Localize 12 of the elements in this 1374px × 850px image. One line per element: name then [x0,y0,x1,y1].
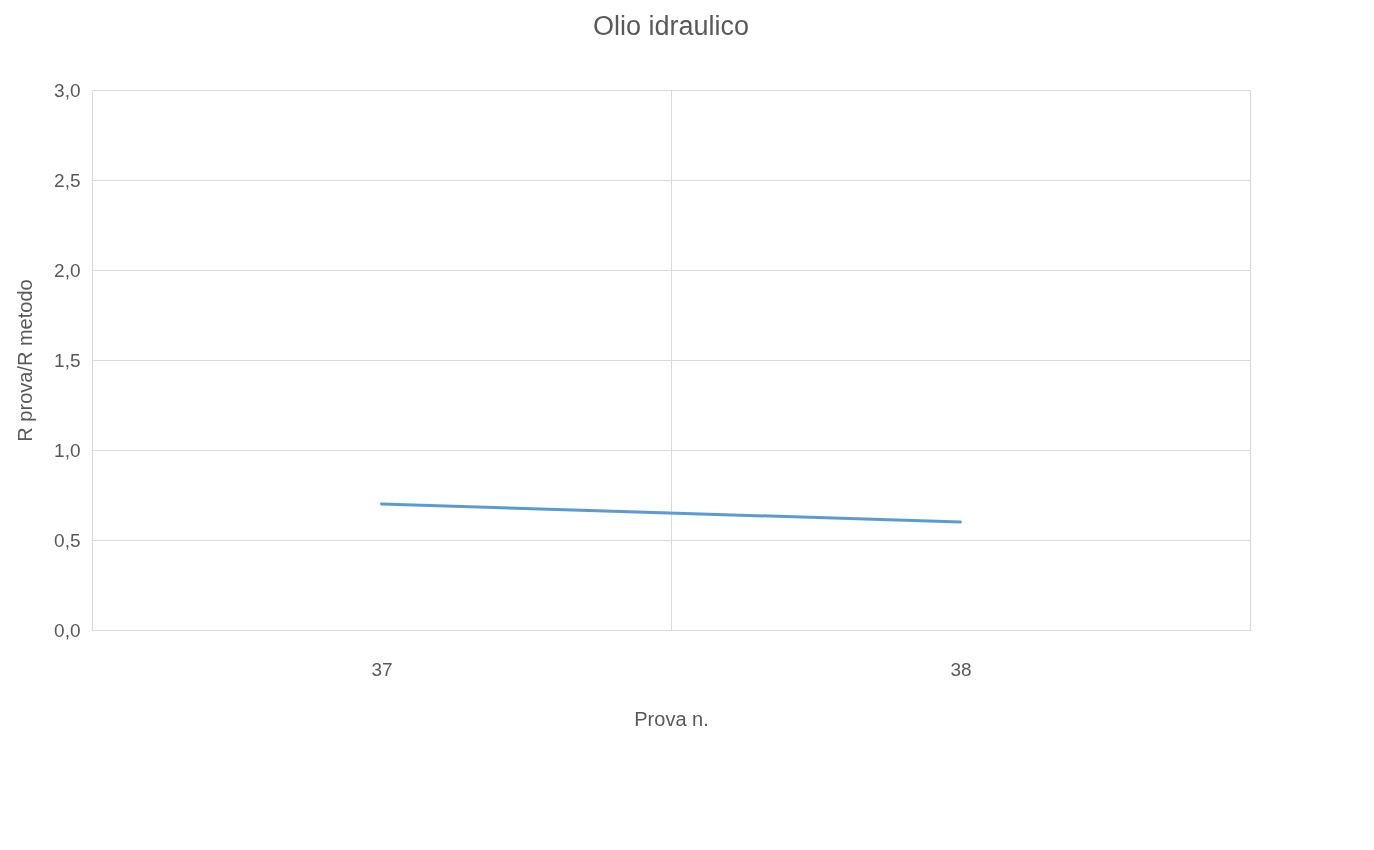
y-axis-title: R prova/R metodo [14,279,37,442]
y-tick-label: 0,0 [54,619,81,641]
y-tick-label: 0,5 [54,529,81,551]
x-tick-label: 37 [371,658,393,680]
y-tick-label: 2,0 [54,259,81,281]
chart-title: Olio idraulico [592,11,750,41]
y-tick-label: 1,0 [54,439,81,461]
y-tick-label: 2,5 [54,169,81,191]
y-tick-label: 3,0 [54,79,81,101]
x-tick-label: 38 [950,658,972,680]
y-tick-label: 1,5 [54,349,81,371]
x-axis-title: Prova n. [634,707,709,730]
